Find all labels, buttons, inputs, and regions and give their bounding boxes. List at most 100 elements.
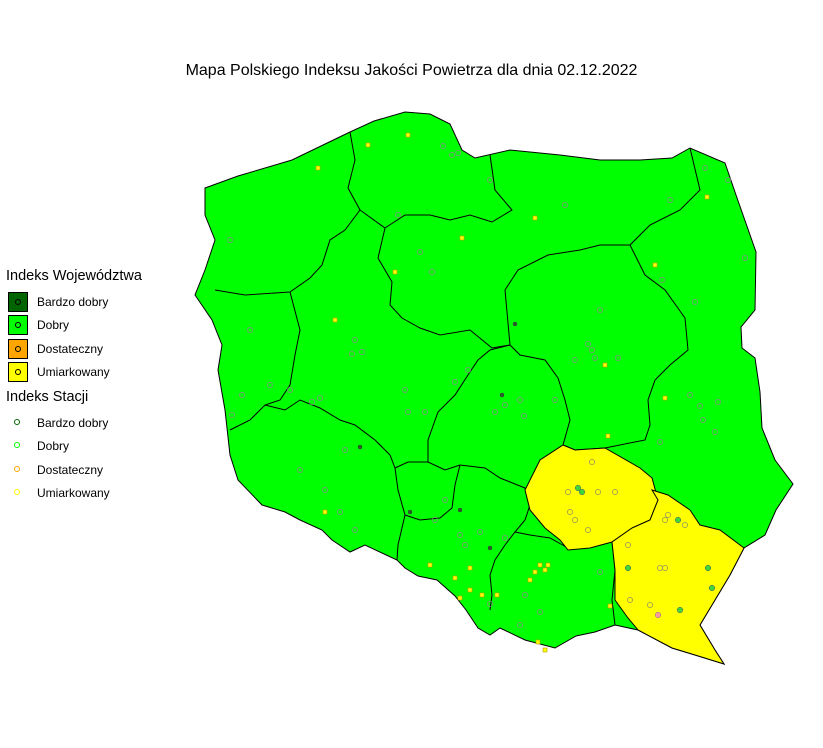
station-marker <box>487 545 493 551</box>
station-marker <box>602 362 608 368</box>
legend-voiv-bardzo-dobry: Bardzo dobry <box>6 290 176 313</box>
station-marker <box>452 575 458 581</box>
station-marker <box>585 527 591 533</box>
station-marker <box>317 395 323 401</box>
station-marker <box>662 395 668 401</box>
station-marker <box>487 177 493 183</box>
legend-station-umiarkowany: Umiarkowany <box>6 481 176 504</box>
station-marker <box>667 197 673 203</box>
map-title: Mapa Polskiego Indeksu Jakości Powietrza… <box>185 62 638 79</box>
station-marker <box>457 595 463 601</box>
station-marker <box>227 237 233 243</box>
station-marker <box>452 379 458 385</box>
station-marker <box>247 327 253 333</box>
legend-station-bardzo-dobry: Bardzo dobry <box>6 411 176 434</box>
station-marker <box>697 403 703 409</box>
station-marker <box>674 516 682 524</box>
station-marker <box>742 255 748 261</box>
station-marker <box>605 433 611 439</box>
station-marker <box>352 527 358 533</box>
station-marker <box>532 215 538 221</box>
station-marker <box>462 542 468 548</box>
station-marker <box>267 382 273 388</box>
station-marker <box>572 517 578 523</box>
station-marker <box>499 392 505 398</box>
station-marker <box>322 509 328 515</box>
station-marker <box>527 577 533 583</box>
legend-voivodeship-title: Indeks Województwa <box>6 268 142 284</box>
station-marker <box>657 565 663 571</box>
station-marker <box>702 165 708 171</box>
voivodeship-podkarpackie <box>611 489 745 665</box>
station-marker <box>492 409 498 415</box>
station-marker <box>662 517 668 523</box>
station-marker <box>405 132 411 138</box>
station-marker <box>440 143 446 149</box>
voivodeship-borders <box>214 131 701 626</box>
station-marker <box>708 584 716 592</box>
legend-station-marker <box>14 489 20 496</box>
station-marker <box>700 417 706 423</box>
legend-voiv-dostateczny: Dostateczny <box>6 337 176 360</box>
station-marker <box>297 467 303 473</box>
station-marker <box>715 399 721 405</box>
station-marker <box>712 429 718 435</box>
station-marker <box>405 409 411 415</box>
legend-swatch <box>8 361 28 382</box>
station-marker <box>537 562 543 568</box>
station-marker <box>229 412 235 418</box>
station-marker <box>704 194 710 200</box>
station-marker <box>337 509 343 515</box>
station-marker <box>676 606 684 614</box>
station-marker <box>692 299 698 305</box>
station-marker <box>565 489 571 495</box>
station-marker <box>512 321 518 327</box>
station-marker <box>479 592 485 598</box>
station-marker <box>625 542 631 548</box>
station-marker <box>352 337 358 343</box>
station-marker <box>595 489 601 495</box>
station-marker <box>365 142 371 148</box>
station-marker <box>422 409 428 415</box>
station-marker <box>457 507 463 513</box>
station-marker <box>589 347 595 353</box>
station-marker <box>659 277 665 283</box>
station-marker <box>567 509 573 515</box>
station-marker <box>517 622 523 628</box>
legend-station-marker <box>14 419 20 426</box>
station-marker <box>357 444 363 450</box>
station-marker <box>682 522 688 528</box>
station-marker <box>309 399 315 405</box>
station-marker <box>459 235 465 241</box>
station-marker <box>615 355 621 361</box>
station-marker <box>494 592 500 598</box>
station-marker <box>322 487 328 493</box>
legend-station-dobry: Dobry <box>6 434 176 457</box>
station-marker <box>407 509 413 515</box>
station-marker <box>487 601 493 607</box>
station-marker <box>287 387 293 393</box>
legend-station-title: Indeks Stacji <box>6 389 89 406</box>
station-marker <box>349 351 355 357</box>
station-marker <box>612 489 618 495</box>
station-marker <box>647 602 653 608</box>
station-marker <box>665 512 671 518</box>
station-marker <box>687 392 693 398</box>
legend: Indeks Województwa Bardzo dobry Dobry Do… <box>6 268 176 504</box>
station-marker <box>574 484 582 492</box>
station-marker <box>652 262 658 268</box>
legend-station-marker <box>14 442 20 449</box>
station-marker <box>542 647 548 653</box>
station-marker <box>465 367 471 373</box>
station-marker <box>537 609 543 615</box>
station-marker <box>725 177 731 183</box>
station-marker <box>427 562 433 568</box>
legend-swatch <box>8 315 28 336</box>
station-marker <box>624 564 632 572</box>
station-marker <box>627 597 633 603</box>
station-marker <box>359 349 365 355</box>
station-marker <box>572 357 578 363</box>
station-marker <box>417 249 423 255</box>
station-marker <box>592 355 598 361</box>
